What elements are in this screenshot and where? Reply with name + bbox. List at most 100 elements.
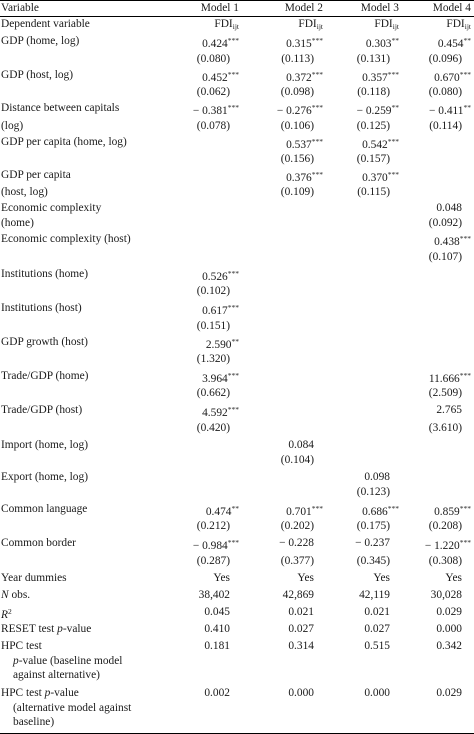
- coefficient-cell: [402, 470, 474, 485]
- standard-error-row: (0.107): [0, 250, 474, 267]
- coefficient-cell: [326, 267, 402, 284]
- coefficient-value: 0.098: [364, 470, 390, 483]
- significance-stars: ***: [459, 503, 471, 513]
- row-label-continued: [0, 554, 158, 571]
- stat-italic: p: [57, 623, 63, 636]
- coefficient-cell: 0.474**: [158, 502, 242, 519]
- statistic-value: Yes: [373, 571, 390, 584]
- coefficient-value: 0.048: [436, 202, 462, 215]
- significance-stars: ***: [227, 103, 239, 113]
- standard-error-cell: (0.092): [428, 217, 462, 230]
- standard-error-row: (0.062) (0.098) (0.118) (0.080): [0, 85, 474, 101]
- coefficient-value: 2.590: [205, 338, 232, 351]
- stat-label: baseline): [13, 715, 55, 728]
- significance-stars: ***: [387, 170, 399, 180]
- coefficient-cell: 0.542***: [326, 135, 402, 152]
- stat-label: against alternative): [13, 668, 100, 681]
- header-row: Variable Model 1 Model 2 Model 3 Model 4: [0, 0, 474, 17]
- significance-stars: ***: [387, 503, 399, 513]
- coefficient-cell: [326, 438, 402, 453]
- row-label-continued: [0, 319, 158, 335]
- coefficient-value: 0.084: [288, 438, 314, 451]
- standard-error-cell: (0.078): [196, 119, 230, 132]
- coefficient-cell: 0.084: [242, 438, 326, 453]
- coefficient-cell: 0.670***: [402, 68, 474, 85]
- statistic-value: 0.029: [436, 605, 462, 618]
- standard-error-cell: [158, 250, 242, 267]
- standard-error-cell: (0.156): [280, 153, 314, 166]
- coefficient-value: 3.964: [202, 373, 228, 386]
- coefficient-cell: − 0.411**: [402, 101, 474, 118]
- row-label: Institutions (home): [1, 267, 89, 280]
- coefficient-cell: [158, 201, 242, 216]
- row-label: Economic complexity: [1, 202, 102, 215]
- coefficient-value: − 0.259: [356, 105, 392, 118]
- coefficient-cell: [402, 267, 474, 284]
- row-label-continued: [0, 386, 158, 403]
- statistic-value: 0.029: [402, 686, 474, 734]
- standard-error-row: (0.420) (3.610): [0, 421, 474, 438]
- coefficient-cell: 0.526***: [158, 267, 242, 284]
- row-label-continued: (home): [1, 217, 34, 230]
- statistic-value: 38,402: [198, 588, 230, 601]
- coefficient-cell: 0.701***: [242, 502, 326, 519]
- coefficient-value: − 0.411: [429, 105, 464, 118]
- row-label: GDP per capita (home, log): [1, 135, 127, 148]
- standard-error-cell: [158, 185, 242, 201]
- statistic-value: 42,869: [282, 588, 314, 601]
- significance-stars: ***: [311, 170, 323, 180]
- statistics-row: HPC test p-value (alternative model again…: [0, 686, 474, 734]
- coefficient-cell: 4.592***: [158, 403, 242, 420]
- coefficient-cell: 2.765: [402, 403, 474, 420]
- stat-label: Year dummies: [1, 571, 67, 584]
- row-label: GDP (host, log): [1, 68, 74, 81]
- standard-error-cell: (0.102): [196, 285, 230, 298]
- row-label: Common language: [1, 502, 88, 515]
- coefficient-value: − 1.220: [424, 540, 460, 553]
- statistic-value: 0.027: [288, 623, 314, 636]
- significance-stars: ***: [311, 69, 323, 79]
- standard-error-cell: (0.208): [428, 520, 462, 533]
- row-label-continued: [0, 352, 158, 369]
- row-label-continued: [0, 250, 158, 267]
- standard-error-row: (0.287) (0.377) (0.345) (0.308): [0, 554, 474, 571]
- statistic-value: 0.181: [204, 640, 230, 653]
- standard-error-cell: [242, 352, 326, 369]
- significance-stars: ***: [311, 36, 323, 46]
- coefficient-cell: − 1.220***: [402, 536, 474, 553]
- standard-error-cell: [158, 453, 242, 470]
- coefficient-cell: [158, 438, 242, 453]
- standard-error-row: (0.104): [0, 453, 474, 470]
- standard-error-cell: (0.118): [357, 86, 390, 99]
- coefficient-cell: 0.372***: [242, 68, 326, 85]
- coefficient-value: − 0.276: [276, 105, 312, 118]
- standard-error-cell: [326, 216, 402, 232]
- coefficient-value: 0.701: [286, 505, 312, 518]
- coefficient-cell: 0.315***: [242, 34, 326, 51]
- dependent-variable-cell: FDIijt: [402, 17, 474, 35]
- standard-error-cell: [402, 152, 474, 168]
- significance-stars: **: [463, 36, 472, 46]
- standard-error-cell: (0.212): [196, 520, 230, 533]
- dependent-variable-cell: FDIijt: [326, 17, 402, 35]
- significance-stars: ***: [227, 405, 239, 415]
- standard-error-cell: [402, 319, 474, 335]
- row-label-continued: (log): [1, 119, 24, 132]
- stat-label-line: p-value (baseline model: [1, 655, 122, 667]
- significance-stars: ***: [459, 234, 471, 244]
- row-label-continued: [0, 152, 158, 168]
- row-label-continued: [0, 85, 158, 101]
- standard-error-cell: (0.287): [196, 554, 230, 567]
- standard-error-row: (0.212) (0.202) (0.175) (0.208): [0, 519, 474, 536]
- standard-error-row: (log) (0.078) (0.106) (0.125) (0.114): [0, 119, 474, 135]
- coefficient-cell: 0.452***: [158, 68, 242, 85]
- row-label: Export (home, log): [1, 470, 88, 483]
- coefficient-row: GDP (home, log) 0.424*** 0.315*** 0.303** 0.…: [0, 34, 474, 51]
- row-label: Institutions (host): [1, 302, 82, 315]
- significance-stars: ***: [227, 69, 239, 79]
- coefficient-cell: [242, 232, 326, 249]
- statistic-value: 0.410: [204, 623, 230, 636]
- coefficient-cell: 0.537***: [242, 135, 326, 152]
- row-label-continued: [0, 421, 158, 438]
